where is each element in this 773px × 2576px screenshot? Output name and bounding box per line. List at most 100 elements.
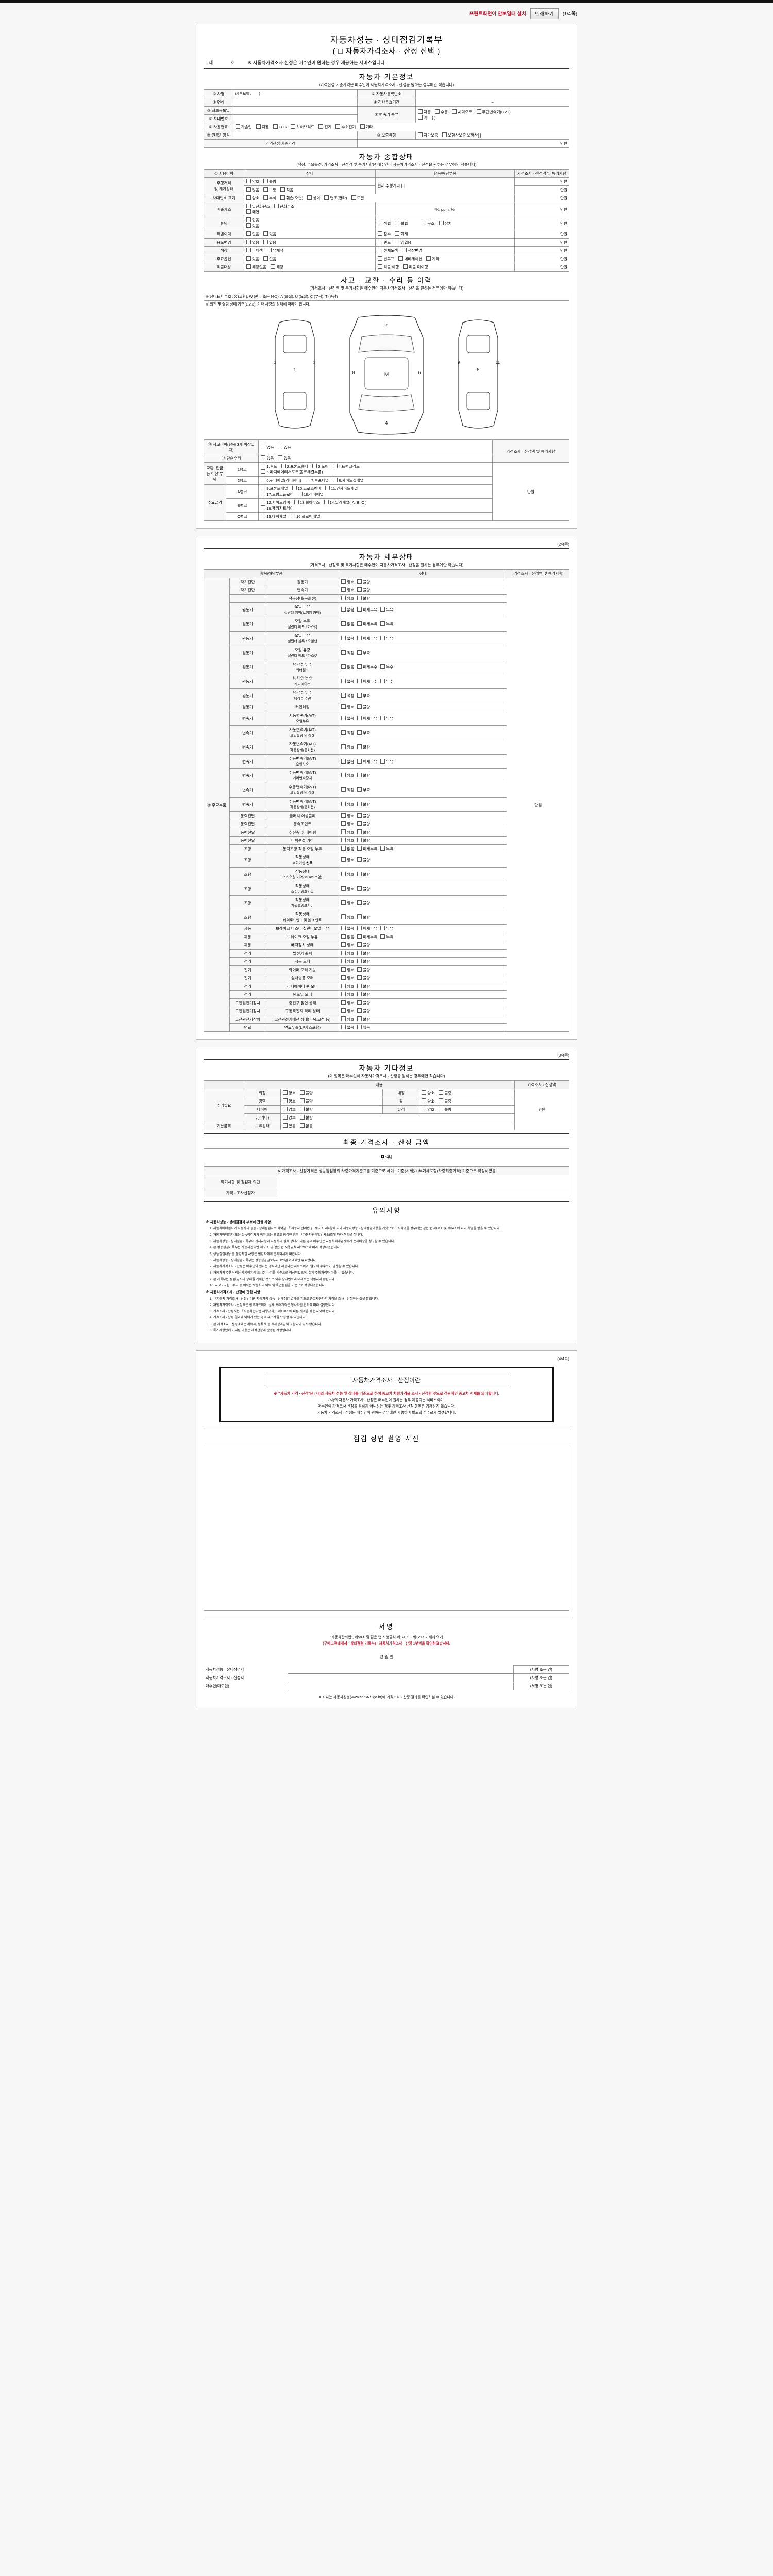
- checkbox-detail-34-0[interactable]: 양호: [341, 975, 354, 981]
- print-button[interactable]: 인쇄하기: [530, 8, 559, 19]
- checkbox-detail-6-0[interactable]: 적정: [341, 650, 354, 656]
- checkbox-detail-30-0[interactable]: 양호: [341, 942, 354, 948]
- price-mileage-2[interactable]: 만원: [514, 185, 570, 195]
- checkbox-exterior-good[interactable]: 양호: [282, 1090, 296, 1096]
- checkbox-detail-12-1[interactable]: 부족: [357, 730, 370, 736]
- checkbox-part-rear-panel[interactable]: 18.리어패널: [297, 492, 323, 497]
- checkbox-detail-8-2[interactable]: 누수: [380, 679, 393, 684]
- seal-assessor[interactable]: (서명 또는 인): [513, 1673, 570, 1683]
- checkbox-tuning-legal[interactable]: 적법: [377, 220, 391, 226]
- checkbox-fuel-other[interactable]: 기타: [360, 124, 373, 130]
- checkbox-detail-24-0[interactable]: 양호: [341, 871, 354, 877]
- checkbox-possession-yes[interactable]: 있음: [282, 1123, 296, 1129]
- checkbox-vin-damaged[interactable]: 훼손(오손): [280, 195, 303, 201]
- detail-state[interactable]: 양호 불량: [339, 578, 508, 587]
- checkbox-detail-10-1[interactable]: 불량: [357, 704, 370, 710]
- checkbox-rental[interactable]: 렌트: [377, 240, 391, 245]
- value-first-registration[interactable]: [232, 106, 358, 115]
- value-price-assessor[interactable]: [276, 1189, 570, 1198]
- checkbox-color-chromatic[interactable]: 유채색: [266, 248, 283, 253]
- checkbox-detail-37-1[interactable]: 불량: [357, 1000, 370, 1006]
- checkbox-detail-22-2[interactable]: 누유: [380, 845, 393, 852]
- checkbox-detail-4-0[interactable]: 없음: [341, 621, 354, 627]
- state-color[interactable]: 무채색 유채색: [243, 246, 376, 256]
- price-mileage[interactable]: 만원: [514, 177, 570, 187]
- checkbox-vin-erased[interactable]: 도말: [351, 195, 364, 201]
- detail-state[interactable]: 양호 불량: [339, 827, 508, 837]
- checkbox-detail-24-1[interactable]: 불량: [357, 871, 370, 877]
- checkbox-detail-7-2[interactable]: 누수: [380, 664, 393, 670]
- checkbox-detail-25-0[interactable]: 양호: [341, 886, 354, 892]
- checkbox-detail-9-0[interactable]: 적정: [341, 693, 354, 699]
- photo-upload-area[interactable]: [204, 1445, 569, 1611]
- detail-state[interactable]: 적정 부족: [339, 783, 508, 798]
- checkbox-wheel-good[interactable]: 양호: [421, 1098, 434, 1104]
- checkbox-mileage-few[interactable]: 적음: [280, 187, 293, 193]
- checkbox-other-good[interactable]: 양호: [282, 1115, 296, 1121]
- detail-state[interactable]: 없음 미세누유 누유: [339, 754, 508, 769]
- checkbox-detail-1-1[interactable]: 불량: [357, 587, 370, 593]
- checkbox-warranty-insurer[interactable]: 보험사보증 보험사[ ]: [442, 132, 481, 138]
- state-mileage[interactable]: 양호 불량: [243, 177, 376, 187]
- price-usage[interactable]: 만원: [514, 238, 570, 247]
- checkbox-color-change[interactable]: 색상변경: [401, 248, 422, 253]
- checkbox-detail-16-1[interactable]: 부족: [357, 787, 370, 793]
- checkbox-accident-yes[interactable]: 있음: [277, 444, 291, 450]
- checkbox-accident-none[interactable]: 없음: [260, 444, 274, 450]
- checkbox-part-radiator-support[interactable]: 5.라디에이터서포트(볼트체결부품): [260, 469, 323, 475]
- checkbox-detail-33-0[interactable]: 양호: [341, 967, 354, 973]
- checkbox-detail-36-1[interactable]: 불량: [357, 992, 370, 997]
- state-simple-repair[interactable]: 없음 있음: [258, 454, 493, 463]
- detail-state[interactable]: 양호 불량: [339, 768, 508, 784]
- checkbox-usage-yes[interactable]: 있음: [263, 240, 276, 245]
- checkbox-part-trunk-floor[interactable]: 17.트렁크플로어: [260, 492, 294, 497]
- detail-state[interactable]: 양호 불량: [339, 703, 508, 712]
- checkbox-detail-21-0[interactable]: 양호: [341, 837, 354, 843]
- checkbox-sunroof[interactable]: 썬루프: [377, 256, 394, 262]
- detail-state[interactable]: 양호 불량: [339, 586, 508, 595]
- state-accident-history[interactable]: 없음 있음: [258, 440, 493, 455]
- checkbox-emission-smoke[interactable]: 매연: [246, 209, 259, 215]
- checkbox-part-dash-panel[interactable]: 15.대쉬패널: [260, 514, 287, 519]
- checkbox-fuel-hydrogen[interactable]: 수소전기: [335, 124, 356, 130]
- checkbox-detail-40-1[interactable]: 있음: [357, 1025, 370, 1030]
- items-rank-1[interactable]: 1.후드 2.프론트휀더 3.도어 4.트렁크리드 5.라디에이터서포트(볼트체…: [258, 462, 493, 477]
- checkbox-detail-29-2[interactable]: 누유: [380, 934, 393, 940]
- detail-state[interactable]: 양호 불량: [339, 941, 508, 950]
- checkbox-detail-18-1[interactable]: 불량: [357, 812, 370, 819]
- checkbox-tuning-yes[interactable]: 있음: [246, 223, 259, 229]
- detail-state[interactable]: 양호 불량: [339, 895, 508, 911]
- checkbox-detail-13-1[interactable]: 불량: [357, 744, 370, 750]
- value-buyer[interactable]: [288, 1682, 514, 1691]
- checkbox-detail-7-1[interactable]: 미세누수: [357, 664, 377, 670]
- checkbox-detail-22-1[interactable]: 미세누유: [357, 845, 377, 852]
- checkbox-detail-15-0[interactable]: 양호: [341, 773, 354, 778]
- checkbox-detail-6-1[interactable]: 부족: [357, 650, 370, 656]
- detail-state[interactable]: 양호 불량: [339, 739, 508, 755]
- detail-state[interactable]: 양호 불량: [339, 852, 508, 868]
- item-emission-values[interactable]: %, ppm, %: [375, 202, 515, 217]
- price-emission[interactable]: 만원: [514, 202, 570, 217]
- checkbox-transmission-manual[interactable]: 수동: [434, 109, 448, 115]
- detail-state[interactable]: 적정 부족: [339, 725, 508, 740]
- items-rank-a[interactable]: 9.프론트패널 10.크로스멤버 11.인사이드패널 17.트렁크플로어 18.…: [258, 484, 493, 499]
- item-main-options[interactable]: 썬루프 네비게이션 기타: [375, 255, 515, 264]
- checkbox-detail-3-1[interactable]: 미세누유: [357, 607, 377, 613]
- checkbox-detail-37-0[interactable]: 양호: [341, 1000, 354, 1006]
- checkbox-detail-4-2[interactable]: 누유: [380, 621, 393, 627]
- detail-price[interactable]: 만원: [507, 578, 569, 1032]
- item-special-history[interactable]: 침수 화재: [375, 230, 515, 239]
- checkbox-detail-5-0[interactable]: 없음: [341, 635, 354, 641]
- checkbox-detail-23-1[interactable]: 불량: [357, 857, 370, 863]
- detail-state[interactable]: 양호 불량: [339, 949, 508, 958]
- checkbox-fuel-electric[interactable]: 전기: [318, 124, 331, 130]
- checkbox-special-none[interactable]: 없음: [246, 231, 259, 237]
- checkbox-detail-36-0[interactable]: 양호: [341, 992, 354, 997]
- checkbox-interior-bad[interactable]: 불량: [438, 1090, 451, 1096]
- checkbox-detail-29-1[interactable]: 미세누유: [357, 934, 377, 940]
- checkbox-mileage-good[interactable]: 양호: [246, 179, 259, 184]
- checkbox-detail-32-0[interactable]: 양호: [341, 959, 354, 964]
- detail-state[interactable]: 양호 불량: [339, 836, 508, 845]
- checkbox-detail-5-1[interactable]: 미세누유: [357, 635, 377, 641]
- state-vin-marking[interactable]: 양호 부식 훼손(오손) 상이 변조(변타) 도말: [243, 194, 515, 203]
